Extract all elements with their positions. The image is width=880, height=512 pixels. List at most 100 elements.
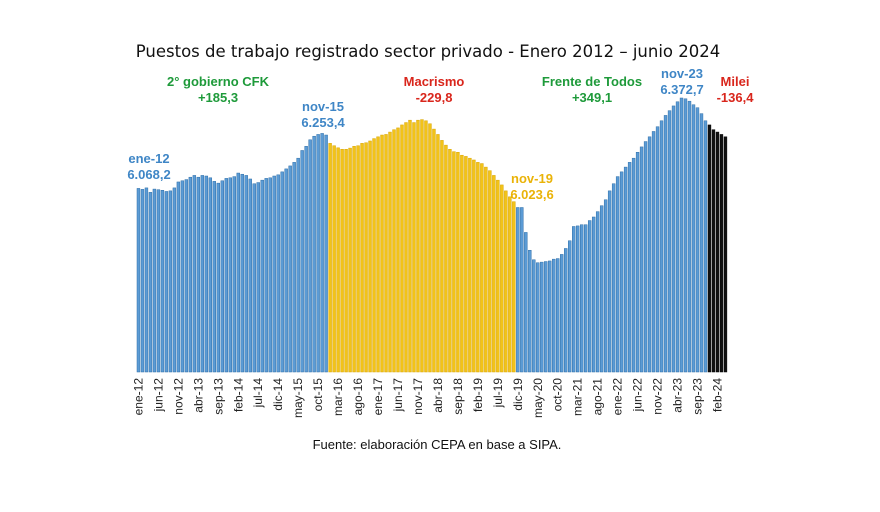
bar bbox=[296, 157, 300, 373]
bar bbox=[699, 113, 704, 373]
x-tick-label: sep-18 bbox=[451, 378, 465, 415]
annotation-value: 6.068,2 bbox=[127, 167, 170, 182]
bar bbox=[599, 205, 604, 373]
bar bbox=[300, 150, 304, 373]
x-tick-label: sep-23 bbox=[690, 378, 704, 415]
bar bbox=[703, 120, 708, 373]
bar bbox=[416, 119, 420, 373]
bar bbox=[288, 165, 292, 373]
bar bbox=[615, 176, 620, 373]
x-tick-label: ene-12 bbox=[131, 378, 145, 416]
bar bbox=[396, 127, 400, 373]
bar bbox=[188, 176, 193, 373]
bar bbox=[587, 220, 592, 373]
bar bbox=[667, 110, 672, 373]
bar bbox=[404, 122, 408, 373]
bar bbox=[148, 192, 153, 373]
bar bbox=[639, 146, 644, 373]
x-tick-label: jun-22 bbox=[631, 378, 645, 413]
bar bbox=[200, 175, 205, 373]
bar bbox=[388, 131, 392, 373]
bar bbox=[324, 134, 328, 373]
bar bbox=[464, 156, 468, 373]
bar bbox=[651, 131, 656, 373]
bar bbox=[671, 105, 676, 373]
bar bbox=[603, 199, 608, 373]
bar bbox=[663, 115, 668, 373]
bar bbox=[532, 259, 536, 373]
bar bbox=[392, 129, 396, 373]
bar bbox=[436, 134, 440, 373]
bar bbox=[504, 190, 508, 373]
x-axis-ticks: ene-12 jun-12 nov-12 abr-13 sep-13 feb-14 jul-… bbox=[131, 378, 724, 418]
bar bbox=[384, 134, 388, 373]
annotation-label: Frente de Todos bbox=[542, 74, 642, 89]
bars bbox=[136, 97, 728, 373]
bar bbox=[715, 131, 720, 373]
bar bbox=[691, 104, 696, 373]
bar bbox=[647, 136, 652, 373]
bar bbox=[368, 140, 372, 373]
bar bbox=[252, 183, 256, 373]
bar bbox=[336, 147, 340, 373]
bar bbox=[176, 181, 181, 373]
bar bbox=[152, 188, 157, 373]
x-tick-label: ago-21 bbox=[591, 378, 605, 416]
bar bbox=[524, 232, 528, 373]
bar bbox=[360, 143, 364, 373]
annotation-value: +349,1 bbox=[572, 90, 612, 105]
x-tick-label: sep-13 bbox=[211, 378, 225, 415]
bar bbox=[372, 138, 376, 373]
bar bbox=[216, 182, 220, 373]
annotation-label: Macrismo bbox=[404, 74, 465, 89]
x-tick-label: oct-20 bbox=[551, 378, 565, 412]
annotation-value: 6.023,6 bbox=[510, 187, 553, 202]
bar bbox=[364, 142, 368, 373]
bar bbox=[679, 97, 684, 373]
x-tick-label: jun-17 bbox=[391, 378, 405, 413]
bar bbox=[272, 175, 276, 373]
bar bbox=[140, 189, 145, 373]
bar bbox=[580, 224, 584, 373]
bar bbox=[348, 147, 352, 373]
bar bbox=[496, 179, 500, 373]
bar bbox=[536, 262, 540, 373]
bar bbox=[583, 224, 588, 373]
bar bbox=[440, 140, 444, 373]
annotation-value: 6.372,7 bbox=[660, 82, 703, 97]
x-tick-label: mar-16 bbox=[331, 378, 345, 416]
bar bbox=[548, 260, 552, 373]
bar bbox=[408, 119, 412, 373]
x-tick-label: abr-23 bbox=[671, 378, 685, 413]
bar bbox=[456, 152, 460, 373]
bar bbox=[544, 261, 548, 373]
x-tick-label: abr-13 bbox=[191, 378, 205, 413]
bar bbox=[595, 211, 600, 373]
bar bbox=[212, 181, 216, 373]
bar bbox=[480, 163, 484, 373]
bar bbox=[204, 175, 209, 373]
bar bbox=[472, 159, 476, 373]
bar bbox=[268, 177, 272, 373]
bar bbox=[412, 122, 416, 373]
bar bbox=[236, 172, 240, 373]
bar bbox=[356, 145, 360, 373]
x-tick-label: feb-14 bbox=[231, 378, 245, 412]
bar bbox=[284, 168, 288, 373]
bar bbox=[607, 190, 612, 373]
bar bbox=[276, 174, 280, 373]
bar bbox=[328, 143, 332, 373]
bar bbox=[468, 157, 472, 373]
bar bbox=[572, 226, 576, 373]
bar bbox=[707, 124, 712, 373]
annotation-value: -229,8 bbox=[416, 90, 453, 105]
bar bbox=[344, 149, 348, 373]
bar bbox=[240, 173, 244, 373]
bar bbox=[655, 126, 660, 373]
bar bbox=[444, 144, 448, 373]
bar bbox=[400, 124, 404, 373]
bar bbox=[516, 207, 520, 373]
bar bbox=[256, 182, 260, 373]
x-tick-label: dic-19 bbox=[511, 378, 525, 411]
x-tick-label: may-15 bbox=[291, 378, 305, 418]
